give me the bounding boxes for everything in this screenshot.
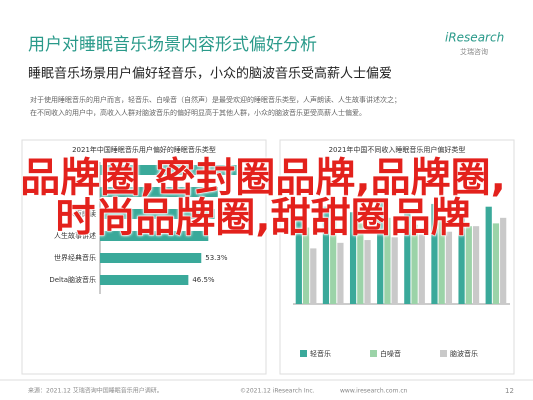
bar <box>295 217 302 304</box>
bar <box>349 212 357 304</box>
bar <box>404 209 411 304</box>
page-number: 12 <box>505 387 514 395</box>
category-label: 人声朗读 <box>68 209 96 218</box>
chart-title: 2021年中国睡眠音乐用户偏好的睡眠音乐类型 <box>72 145 216 154</box>
chart-title: 2021年中国不同收入睡眠音乐用户偏好类型 <box>329 145 466 154</box>
category-label: 人生故事讲述 <box>54 231 96 240</box>
bar <box>458 215 465 304</box>
legend-label: 脑波音乐 <box>450 349 478 358</box>
bar <box>100 165 237 175</box>
footer-source: 来源：2021.12 艾瑞咨询中国睡眠音乐用户调研。 <box>28 387 163 395</box>
category-label: Delta脑波音乐 <box>49 275 96 284</box>
legend-swatch <box>440 350 447 357</box>
bar <box>100 209 215 219</box>
value-label: 60.3% <box>219 210 242 218</box>
bar <box>384 217 391 304</box>
bullet: 对于使用睡眠音乐的用户而言，轻音乐、白噪音（自然声）是最受欢迎的睡眠音乐类型，人… <box>30 95 401 104</box>
category-label: 世界经典音乐 <box>54 253 96 262</box>
legend-swatch <box>300 350 307 357</box>
bar <box>100 187 218 197</box>
bar <box>418 234 425 304</box>
panel <box>21 139 267 375</box>
bar <box>472 226 480 304</box>
bar <box>377 201 384 304</box>
panel <box>279 139 515 375</box>
bar <box>330 220 337 304</box>
bar <box>438 220 445 304</box>
bar <box>500 217 507 304</box>
bar <box>492 223 500 304</box>
title: 用户对睡眠音乐场景内容形式偏好分析 <box>28 35 317 55</box>
bar <box>411 224 418 304</box>
legend-label: 白噪音 <box>380 349 401 358</box>
bar <box>322 206 330 304</box>
footer-site: www.iresearch.com.cn <box>340 388 408 395</box>
bar <box>485 206 492 304</box>
legend-label: 轻音乐 <box>310 349 331 358</box>
value-label: 46.5% <box>192 276 215 284</box>
bar <box>100 275 189 285</box>
bar <box>357 223 364 304</box>
legend-swatch <box>370 350 377 357</box>
bar <box>391 237 398 304</box>
bar <box>364 240 371 304</box>
bullet: 在不同收入的用户中，高收入人群对脑波音乐的偏好明显高于其他人群，小众的脑波音乐更… <box>30 108 366 117</box>
bar <box>100 231 209 241</box>
bar <box>337 242 344 304</box>
subtitle: 睡眠音乐场景用户偏好轻音乐，小众的脑波音乐受高薪人士偏爱 <box>28 66 392 82</box>
overlay-text: 品牌圈,密封圈品牌,品牌圈,时尚品牌圈,甜甜圈品牌 <box>20 155 507 241</box>
bar <box>445 231 453 304</box>
bar <box>431 203 438 304</box>
bar <box>465 226 472 304</box>
footer-copyright: ©2021.12 iResearch Inc. <box>240 388 315 395</box>
bar <box>302 227 310 304</box>
logo: iResearch <box>445 31 504 45</box>
bar <box>310 248 317 304</box>
bar <box>100 253 202 263</box>
logo-sub: 艾瑞咨询 <box>460 47 488 56</box>
value-label: 53.3% <box>205 254 228 262</box>
